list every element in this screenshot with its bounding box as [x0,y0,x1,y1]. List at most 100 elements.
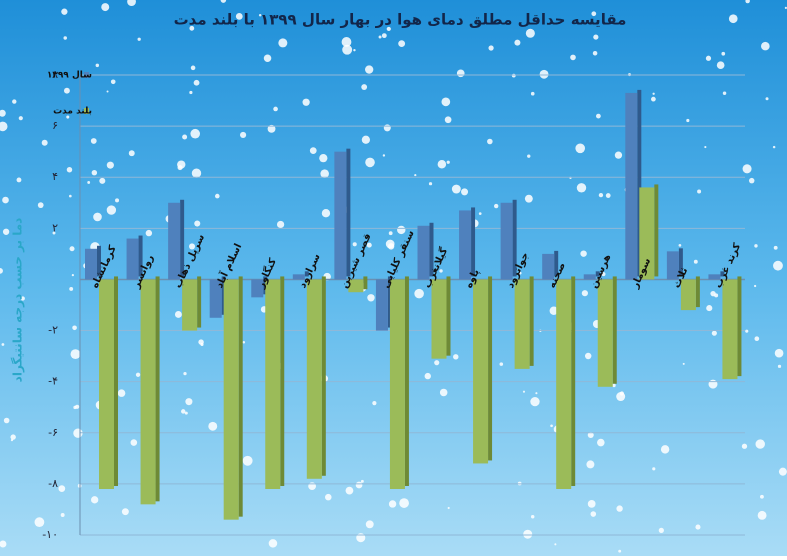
snowflake [75,404,80,409]
snowflake [695,524,701,530]
snowflake [365,157,375,168]
bar [556,279,572,489]
bar-side [346,148,351,277]
snowflake [110,79,116,85]
snowflake [10,434,16,440]
snowflake [342,44,353,55]
snowflake [361,84,368,90]
bar-side [97,245,101,277]
bar [708,274,721,280]
snowflake [652,92,655,95]
snowflake [189,25,195,31]
snowflake [383,124,391,132]
snowflake [235,13,243,20]
snowflake [754,336,760,342]
bar-side [304,271,309,277]
bar-side [197,276,202,328]
snowflake [524,194,533,203]
bar-side [512,199,517,277]
snowflake [240,131,247,139]
snowflake [439,388,448,397]
snowflake [616,505,623,512]
snowflake [106,205,117,215]
snowflake [325,493,332,501]
snowflake [550,424,553,428]
bar [722,279,738,380]
bar [306,279,322,479]
snowflake [587,500,596,508]
bar [375,279,388,331]
bar [265,279,281,489]
snowflake [353,48,356,52]
snowflake [451,184,461,194]
snowflake [193,79,200,86]
bar-side [654,184,659,277]
bar-side [114,276,118,486]
snowflake [200,342,204,347]
snowflake [772,145,776,149]
snowflake [309,147,317,154]
bar [209,279,222,318]
snowflake [366,242,372,248]
snowflake [364,65,374,74]
bar-side [446,276,451,356]
snowflake [761,41,770,51]
snowflake [319,154,328,163]
snowflake [10,439,14,442]
snowflake [58,485,66,493]
snowflake [660,445,670,454]
snowflake [0,121,8,132]
y-tick-label: ۲ [52,221,58,234]
snowflake [382,154,386,157]
snowflake [493,203,499,209]
snowflake [728,14,738,24]
snowflake [539,69,549,79]
snowflake [760,494,764,499]
snowflake [711,330,717,336]
snowflake [774,348,784,358]
snowflake [778,467,787,476]
bar-side [571,276,576,486]
snowflake [388,231,393,236]
snowflake [773,245,778,250]
bar [542,253,555,280]
snowflake [686,118,690,123]
snowflake [177,165,183,171]
snowflake [387,243,395,250]
snowflake [414,173,417,177]
snowflake [130,439,138,446]
snowflake [189,90,193,95]
snowflake [220,0,227,3]
bar-side [280,276,285,486]
bar [389,279,405,489]
bar [140,279,156,505]
snowflake [106,90,109,93]
snowflake [95,63,100,68]
snowflake [63,36,67,40]
snowflake [586,460,595,469]
snowflake [592,50,598,56]
bar [126,238,139,280]
snowflake [3,417,10,424]
bar-side [695,276,700,308]
snowflake [61,8,68,15]
snowflake [444,116,452,124]
snowflake [651,96,656,102]
bar-side [404,276,409,486]
snowflake [741,443,748,449]
bar [431,279,447,359]
snowflake [135,372,141,377]
snowflake [682,362,685,365]
snowflake [527,154,531,158]
snowflake [278,38,288,48]
snowflake [753,284,757,288]
snowflake [678,243,682,247]
snowflake [590,511,597,517]
bar [99,279,114,489]
snowflake [12,99,17,104]
bar-side [637,89,642,277]
snowflake [194,220,201,227]
snowflake [584,352,592,360]
snowflake [2,228,10,235]
bar-side [471,207,476,277]
